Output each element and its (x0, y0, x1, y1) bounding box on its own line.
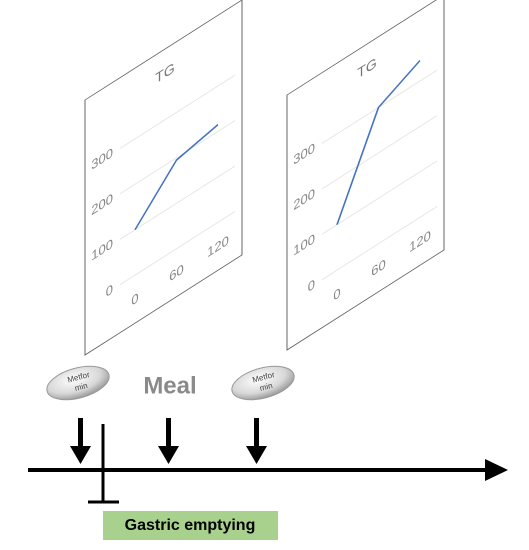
grid-line (120, 210, 235, 286)
grid-line (120, 165, 235, 240)
panel-background (84, 0, 243, 356)
y-tick-label: 0 (308, 277, 315, 296)
panel-background (286, 0, 445, 351)
x-tick-label: 0 (333, 285, 340, 304)
pill-text: min (74, 381, 89, 393)
gastric-box (103, 511, 278, 540)
gastric-label: Gastric emptying (125, 517, 256, 534)
pill-text: min (259, 381, 274, 393)
grid-line (322, 160, 437, 235)
grid-line (322, 115, 437, 190)
pill: Metfor min (231, 365, 295, 401)
grid-line (120, 74, 235, 149)
pill-body (46, 365, 110, 401)
arrow (254, 418, 259, 448)
arrows (70, 418, 267, 464)
arrow (158, 446, 179, 464)
pill-body (231, 365, 295, 401)
data-line (134, 123, 219, 230)
grid-line (120, 120, 235, 195)
meal-label: Meal (143, 372, 196, 399)
data-line (336, 59, 421, 225)
x-tick-label: 0 (131, 290, 138, 309)
y-tick-label: 0 (106, 282, 113, 301)
arrow (246, 446, 267, 464)
timeline-head (485, 459, 508, 481)
arrow (78, 418, 83, 448)
grid-line (322, 205, 437, 281)
pill: Metfor min (46, 365, 110, 401)
arrow (70, 446, 91, 464)
arrow (166, 418, 171, 448)
